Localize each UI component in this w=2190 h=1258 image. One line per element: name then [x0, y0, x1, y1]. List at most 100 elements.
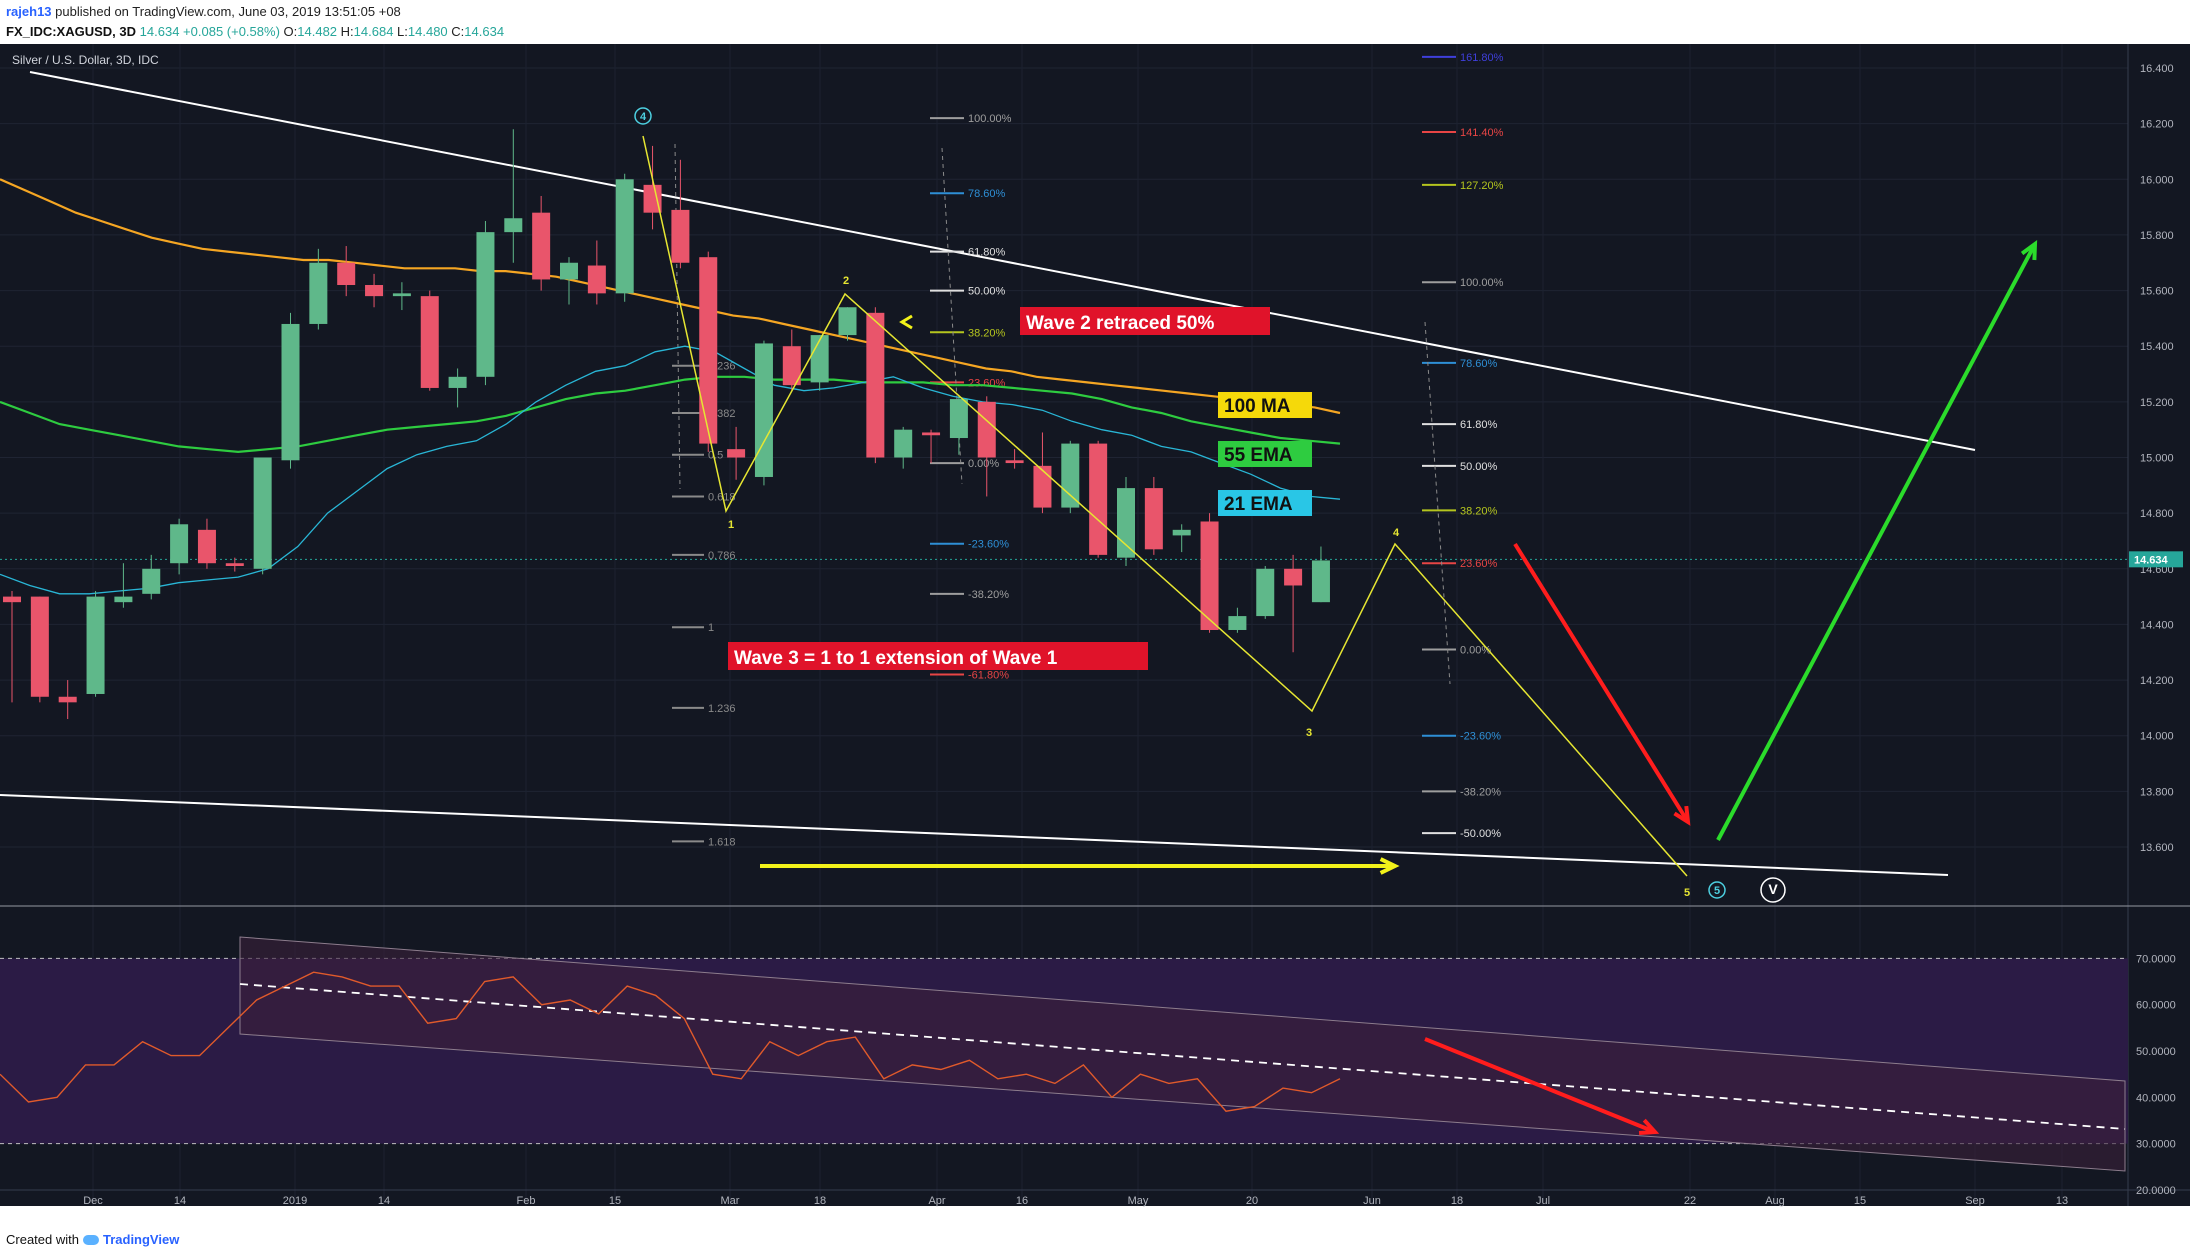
candle-body[interactable]: [448, 376, 467, 388]
open-value: 14.482: [297, 24, 338, 39]
close-value: 14.634: [464, 24, 505, 39]
candle-body[interactable]: [253, 457, 272, 569]
candle-body[interactable]: [699, 257, 718, 444]
rsi-red-arrow[interactable]: [1424, 1037, 1656, 1134]
symbol-label[interactable]: FX_IDC:XAGUSD, 3D: [6, 24, 137, 39]
candle-body[interactable]: [58, 696, 77, 703]
tradingview-brand[interactable]: TradingView: [102, 1232, 180, 1247]
red-down-arrow-head: [1673, 805, 1691, 826]
candle-body[interactable]: [476, 232, 495, 377]
candle-body[interactable]: [782, 346, 801, 386]
ma100-line[interactable]: [0, 178, 1341, 415]
price-tick-label: 15.800: [2140, 230, 2174, 242]
rsi-line[interactable]: [0, 971, 1341, 1112]
fib-extension-label: 1: [708, 622, 714, 634]
wave-label-circle: [1708, 881, 1726, 899]
price-tick-label: 14.400: [2140, 619, 2174, 631]
lower-trendline[interactable]: [0, 794, 1949, 876]
low-value: 14.480: [407, 24, 448, 39]
price-tick-label: 16.000: [2140, 174, 2174, 186]
tradingview-logo-icon: [82, 1234, 99, 1245]
wave3-note-box: [728, 642, 1148, 670]
candle-body[interactable]: [1033, 465, 1052, 508]
time-tick-label: Aug: [1765, 1195, 1785, 1207]
candle-body[interactable]: [1228, 616, 1247, 630]
price-tick-label: 14.800: [2140, 508, 2174, 520]
green-up-arrow[interactable]: [1716, 243, 2037, 841]
candle-body[interactable]: [197, 529, 216, 564]
candle-body[interactable]: [643, 184, 662, 213]
fib-retracement-2-label: 127.20%: [1460, 180, 1504, 192]
candle-body[interactable]: [504, 218, 523, 233]
candle-body[interactable]: [1311, 560, 1330, 603]
fib-retracement-1-label: 100.00%: [968, 113, 1012, 125]
candle-body[interactable]: [1256, 568, 1275, 617]
rsi-channel[interactable]: [239, 936, 2126, 1172]
candle-body[interactable]: [922, 432, 941, 436]
candle-body[interactable]: [866, 312, 885, 458]
candle-body[interactable]: [671, 209, 690, 263]
candle-body[interactable]: [392, 293, 411, 297]
candle-body[interactable]: [1200, 521, 1219, 630]
candle-body[interactable]: [114, 596, 133, 603]
candle-body[interactable]: [420, 296, 439, 388]
candle-body[interactable]: [281, 323, 300, 461]
candle-body[interactable]: [170, 524, 189, 564]
candle-body[interactable]: [337, 262, 356, 286]
created-with-label: Created with: [6, 1232, 79, 1247]
candle-body[interactable]: [727, 449, 746, 458]
rsi-red-arrow-head: [1638, 1118, 1660, 1136]
wave-label: 3: [1306, 727, 1312, 739]
price-tick-label: 15.000: [2140, 453, 2174, 465]
candle-body[interactable]: [977, 401, 996, 458]
time-tick-label: Feb: [517, 1195, 536, 1207]
candle-body[interactable]: [1061, 443, 1080, 508]
candle-body[interactable]: [3, 596, 21, 603]
upper-trendline[interactable]: [29, 71, 1976, 451]
wave-label: 2: [843, 275, 849, 287]
candle-body[interactable]: [587, 265, 606, 294]
ma100-tag: 100 MA: [1224, 396, 1291, 417]
rsi-channel-midline[interactable]: [239, 983, 2126, 1130]
ema55-line[interactable]: [0, 375, 1341, 454]
time-tick-label: Apr: [928, 1195, 945, 1207]
candle-body[interactable]: [142, 568, 161, 594]
fib-retracement-1-label: -61.80%: [968, 670, 1009, 682]
candle-body[interactable]: [1284, 568, 1303, 586]
candle-body[interactable]: [949, 399, 968, 439]
candle-body[interactable]: [1172, 529, 1191, 536]
time-tick-label: 2019: [283, 1195, 307, 1207]
ema21-line[interactable]: [0, 345, 1341, 595]
candle-body[interactable]: [754, 343, 773, 477]
fib-retracement-2-label: 141.40%: [1460, 127, 1504, 139]
candle-body[interactable]: [532, 212, 551, 280]
candle-body[interactable]: [225, 563, 244, 567]
wave-label: 4: [1393, 527, 1400, 539]
candle-body[interactable]: [86, 596, 105, 694]
author-link[interactable]: rajeh13: [6, 4, 52, 19]
candle-body[interactable]: [894, 429, 913, 458]
last-price-label: 14.634: [2134, 554, 2169, 566]
candle-body[interactable]: [1005, 460, 1024, 464]
candle-body[interactable]: [1117, 488, 1135, 558]
fib-retracement-2-label: 161.80%: [1460, 52, 1504, 64]
candle-body[interactable]: [1089, 443, 1108, 555]
candle-body[interactable]: [30, 596, 49, 697]
wave-label: 5: [1684, 887, 1690, 899]
wave-label-circle: [1760, 877, 1786, 903]
candle-body[interactable]: [810, 335, 829, 383]
price-chart[interactable]: 16.400 16.200 16.000 15.800 15.600 15.400 15.2…: [0, 44, 2190, 1230]
publisher-line: rajeh13 published on TradingView.com, Ju…: [6, 2, 504, 22]
candle-body[interactable]: [838, 307, 857, 336]
candle-body[interactable]: [615, 179, 634, 294]
candle-body[interactable]: [560, 262, 578, 280]
ema21-tag-box: [1218, 490, 1312, 516]
time-tick-label: 15: [1854, 1195, 1866, 1207]
price-tick-label: 14.000: [2140, 731, 2174, 743]
time-tick-label: 18: [1451, 1195, 1463, 1207]
elliott-wave-path[interactable]: [642, 135, 1688, 877]
candle-body[interactable]: [309, 262, 328, 324]
candle-body[interactable]: [365, 285, 384, 297]
candle-body[interactable]: [1144, 488, 1163, 550]
red-down-arrow[interactable]: [1513, 542, 1690, 824]
